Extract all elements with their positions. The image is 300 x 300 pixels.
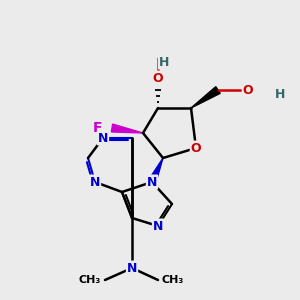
Polygon shape	[111, 124, 143, 133]
Polygon shape	[148, 158, 163, 184]
Text: N: N	[90, 176, 100, 188]
Text: N: N	[147, 176, 157, 188]
Text: CH₃: CH₃	[162, 275, 184, 285]
Text: H: H	[159, 56, 169, 68]
Text: CH₃: CH₃	[79, 275, 101, 285]
Text: O: O	[243, 83, 253, 97]
Text: N: N	[153, 220, 163, 232]
Text: O: O	[191, 142, 201, 154]
Polygon shape	[191, 87, 220, 108]
Text: O: O	[153, 71, 163, 85]
Text: F: F	[92, 121, 102, 135]
Text: N: N	[98, 131, 108, 145]
Text: H: H	[275, 88, 285, 100]
Text: N: N	[127, 262, 137, 275]
